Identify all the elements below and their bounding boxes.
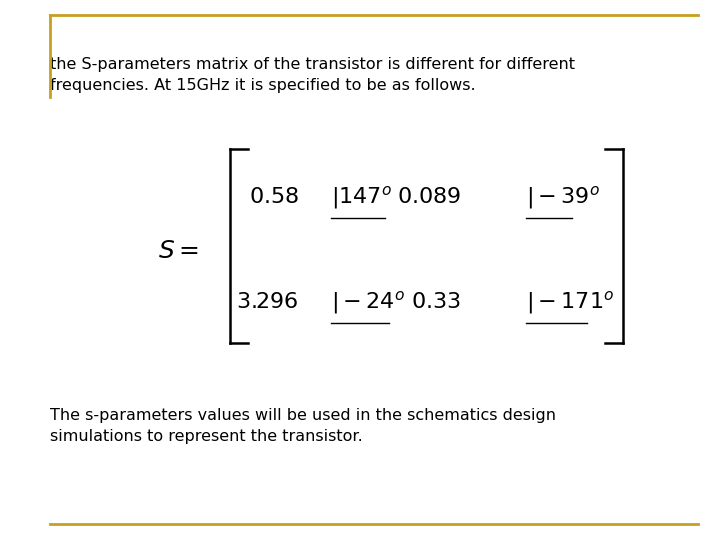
Text: $|147^{o}$: $|147^{o}$ [331,184,392,211]
Text: the S-parameters matrix of the transistor is different for different: the S-parameters matrix of the transisto… [50,57,575,72]
Text: $S =$: $S =$ [158,239,199,263]
Text: $3.296$: $3.296$ [236,292,299,313]
Text: $0.089$: $0.089$ [397,187,461,207]
Text: $|-171^{o}$: $|-171^{o}$ [526,289,614,316]
Text: The s-parameters values will be used in the schematics design: The s-parameters values will be used in … [50,408,557,423]
Text: $0.58$: $0.58$ [249,187,299,207]
Text: $0.33$: $0.33$ [411,292,461,313]
Text: simulations to represent the transistor.: simulations to represent the transistor. [50,429,363,444]
Text: $|-24^{o}$: $|-24^{o}$ [331,289,405,316]
Text: $|-39^{o}$: $|-39^{o}$ [526,184,600,211]
Text: frequencies. At 15GHz it is specified to be as follows.: frequencies. At 15GHz it is specified to… [50,78,476,93]
